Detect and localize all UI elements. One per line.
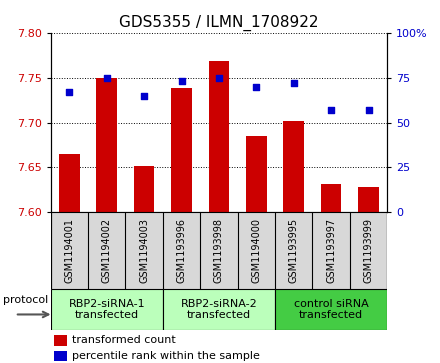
Point: [178, 78, 185, 84]
Text: GSM1194000: GSM1194000: [251, 218, 261, 283]
Point: [365, 107, 372, 113]
Text: GSM1193999: GSM1193999: [363, 218, 374, 283]
Title: GDS5355 / ILMN_1708922: GDS5355 / ILMN_1708922: [119, 15, 319, 31]
Point: [290, 80, 297, 86]
Bar: [51, 289, 163, 330]
Bar: [358, 187, 379, 212]
Text: control siRNA
transfected: control siRNA transfected: [294, 299, 368, 320]
Bar: [321, 184, 341, 212]
Bar: [209, 61, 229, 212]
Bar: [163, 289, 275, 330]
Bar: [96, 78, 117, 212]
Text: GSM1194003: GSM1194003: [139, 218, 149, 283]
Bar: [54, 335, 67, 346]
Bar: [246, 136, 267, 212]
Text: protocol: protocol: [3, 295, 48, 305]
Text: GSM1194001: GSM1194001: [64, 218, 74, 283]
Point: [327, 107, 335, 113]
Bar: [275, 289, 387, 330]
Bar: [59, 154, 80, 212]
Point: [141, 93, 148, 98]
Point: [253, 84, 260, 90]
Point: [103, 75, 110, 81]
Text: RBP2-siRNA-2
transfected: RBP2-siRNA-2 transfected: [180, 299, 257, 320]
Text: GSM1193998: GSM1193998: [214, 218, 224, 283]
Point: [66, 89, 73, 95]
Text: GSM1193995: GSM1193995: [289, 218, 299, 283]
Text: percentile rank within the sample: percentile rank within the sample: [73, 351, 260, 361]
Point: [216, 75, 223, 81]
Bar: [54, 351, 67, 362]
Text: GSM1193996: GSM1193996: [176, 218, 187, 283]
Bar: [171, 88, 192, 212]
Text: RBP2-siRNA-1
transfected: RBP2-siRNA-1 transfected: [68, 299, 145, 320]
Bar: [283, 121, 304, 212]
Text: transformed count: transformed count: [73, 335, 176, 346]
Text: GSM1193997: GSM1193997: [326, 218, 336, 283]
Bar: [134, 166, 154, 212]
Text: GSM1194002: GSM1194002: [102, 218, 112, 283]
